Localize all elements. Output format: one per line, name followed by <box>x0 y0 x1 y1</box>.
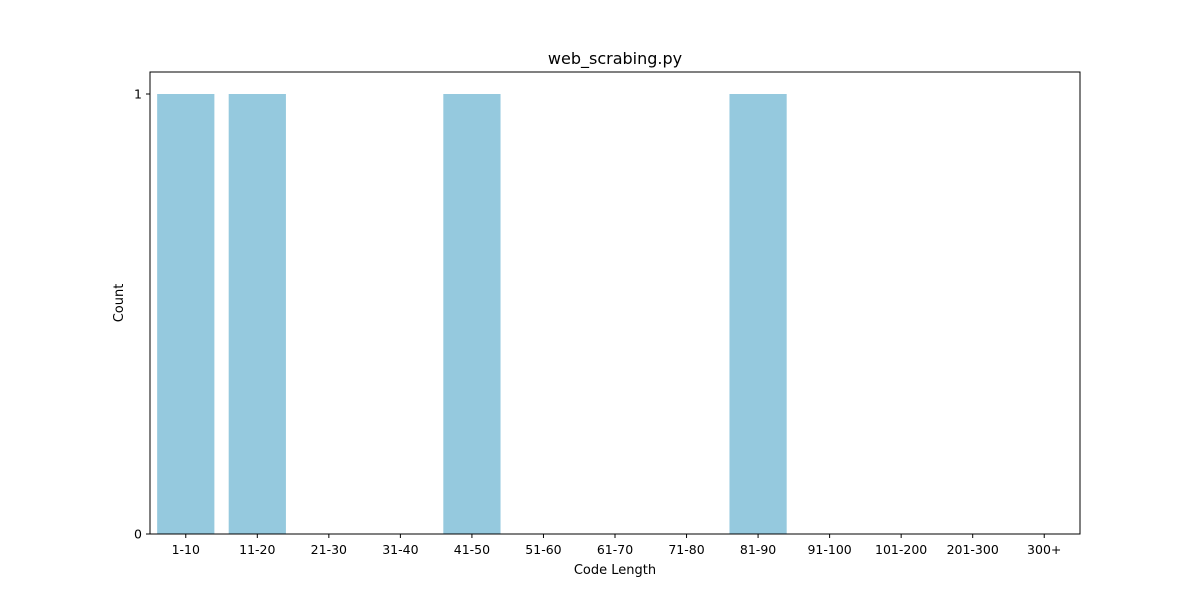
bars-group <box>157 94 787 534</box>
x-axis-ticks: 1-10 11-20 21-30 31-40 41-50 51-60 61-70 71-80 8… <box>172 534 1061 557</box>
x-tick-label: 201-300 <box>947 542 999 557</box>
plot-area-frame <box>149 71 1081 535</box>
bar <box>443 94 501 534</box>
x-tick-label: 71-80 <box>668 542 704 557</box>
x-tick-label: 41-50 <box>454 542 490 557</box>
y-tick-label: 1 <box>134 87 142 102</box>
x-tick-label: 51-60 <box>525 542 561 557</box>
x-tick-label: 300+ <box>1027 542 1061 557</box>
x-tick-label: 1-10 <box>172 542 200 557</box>
x-tick-label: 31-40 <box>382 542 418 557</box>
x-axis-title: Code Length <box>574 563 656 578</box>
y-axis-ticks: 01 <box>134 87 150 542</box>
x-tick-label: 101-200 <box>875 542 927 557</box>
bar <box>729 94 787 534</box>
x-tick-label: 81-90 <box>740 542 776 557</box>
x-tick-label: 21-30 <box>311 542 347 557</box>
x-tick-label: 91-100 <box>807 542 851 557</box>
bar <box>157 94 215 534</box>
y-tick-label: 0 <box>134 527 142 542</box>
x-tick-label: 11-20 <box>239 542 275 557</box>
bar <box>228 94 286 534</box>
y-axis-title: Count <box>112 284 127 323</box>
x-tick-label: 61-70 <box>597 542 633 557</box>
chart-title: web_scrabing.py <box>548 49 682 69</box>
